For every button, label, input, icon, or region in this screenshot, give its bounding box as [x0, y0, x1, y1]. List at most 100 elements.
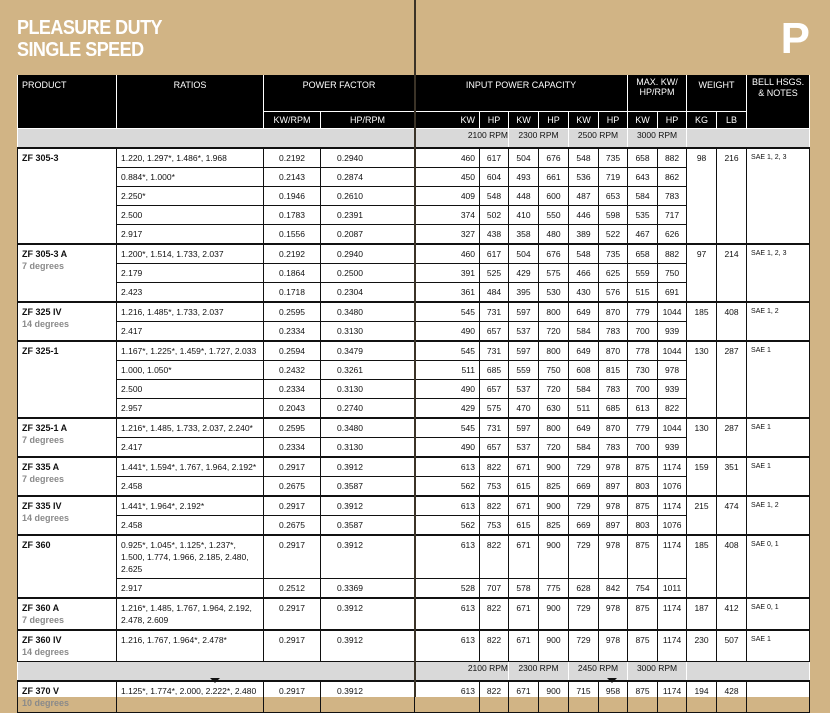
hp-rpm-cell: 0.2304: [320, 282, 415, 303]
max-kw-cell: 613: [627, 398, 659, 419]
input-kw-cell: 430: [568, 282, 599, 303]
input-hp-cell: 676: [538, 147, 569, 168]
input-kw-cell: 429: [508, 263, 539, 283]
input-hp-cell: 800: [538, 340, 569, 361]
weight-lb-cell: 412: [716, 597, 748, 631]
scroll-down-arrow-icon[interactable]: [607, 678, 617, 683]
hp-rpm-cell: 0.3130: [320, 379, 415, 399]
input-kw-cell: 487: [568, 186, 599, 206]
product-name: ZF 360 A: [22, 603, 60, 613]
hp-rpm-cell: 0.2874: [320, 167, 415, 187]
input-hp-cell: 775: [538, 578, 569, 599]
max-hp-cell: 1174: [657, 629, 688, 662]
input-hp-cell: 438: [479, 224, 509, 245]
ratios-cell: 1.200*, 1.514, 1.733, 2.037: [116, 243, 264, 264]
input-kw-cell: 669: [568, 515, 599, 536]
weight-kg-cell: 185: [686, 301, 718, 342]
input-kw-cell: 545: [414, 301, 480, 322]
input-hp-cell: 548: [479, 186, 509, 206]
kw-rpm-cell: 0.2917: [263, 534, 321, 579]
ratios-cell: 2.179: [116, 263, 264, 283]
notes-cell: SAE 1, 2: [746, 495, 811, 536]
input-hp-cell: 630: [538, 398, 569, 419]
weight-kg-cell: 187: [686, 597, 718, 631]
input-kw-cell: 584: [568, 379, 599, 399]
weight-lb-cell: 287: [716, 417, 748, 458]
input-kw-cell: 490: [414, 437, 480, 458]
product-name: ZF 325 IV: [22, 307, 62, 317]
notes-cell: SAE 1: [746, 417, 811, 458]
hp-rpm-cell: 0.2610: [320, 186, 415, 206]
input-hp-cell: 657: [479, 321, 509, 342]
input-kw-cell: 613: [414, 629, 480, 662]
max-hp-cell: 939: [657, 437, 688, 458]
col-hp: HP: [479, 111, 509, 129]
ratios-cell: 2.417: [116, 321, 264, 342]
input-hp-cell: 870: [597, 301, 629, 322]
product-subtitle: 14 degrees: [22, 513, 70, 523]
kw-rpm-cell: 0.2595: [263, 301, 321, 322]
hp-rpm-cell: 0.3130: [320, 437, 415, 458]
kw-rpm-cell: 0.2675: [263, 515, 321, 536]
input-kw-cell: 613: [414, 456, 480, 477]
max-kw-cell: 658: [627, 243, 659, 264]
product-subtitle: 14 degrees: [22, 319, 70, 329]
hp-rpm-cell: 0.2500: [320, 263, 415, 283]
input-kw-cell: 597: [508, 340, 539, 361]
input-kw-cell: 374: [414, 205, 480, 225]
table-row: ZF 360 0.925*, 1.045*, 1.125*, 1.237*, 1.…: [17, 534, 811, 599]
col-max-kw: KW: [627, 111, 659, 129]
page-spine-divider: [414, 0, 416, 697]
kw-rpm-cell: 0.2917: [263, 597, 321, 631]
kw-rpm-cell: 0.1783: [263, 205, 321, 225]
product-name: ZF 335 A: [22, 462, 60, 472]
input-kw-cell: 511: [414, 360, 480, 380]
rpm-spacer: [17, 128, 415, 149]
ratios-cell: 2.458: [116, 476, 264, 497]
table-row: ZF 305-3 1.220, 1.297*, 1.486*, 1.968 0.21…: [17, 147, 811, 245]
input-hp-cell: 600: [538, 186, 569, 206]
input-hp-cell: 625: [597, 263, 629, 283]
input-kw-cell: 410: [508, 205, 539, 225]
product-subtitle: 7 degrees: [22, 435, 65, 445]
input-hp-cell: 825: [538, 515, 569, 536]
col-kg: KG: [686, 111, 718, 129]
input-hp-cell: 576: [597, 282, 629, 303]
input-hp-cell: 720: [538, 437, 569, 458]
rpm-spacer: [686, 128, 811, 149]
ratios-cell: 2.500: [116, 379, 264, 399]
weight-lb-cell: 214: [716, 243, 748, 303]
hp-rpm-cell: 0.3912: [320, 495, 415, 516]
product-cell: ZF 305-3: [17, 147, 117, 245]
input-hp-cell: 822: [479, 629, 509, 662]
input-kw-cell: 450: [414, 167, 480, 187]
max-kw-cell: 643: [627, 167, 659, 187]
notes-cell: SAE 1: [746, 340, 811, 419]
rpm-spacer: [686, 661, 811, 682]
table-row: ZF 360 IV 14 degrees 1.216, 1.767, 1.964*,…: [17, 629, 811, 662]
input-hp-cell: 978: [597, 597, 629, 631]
input-hp-cell: 822: [479, 495, 509, 516]
notes-cell: SAE 1, 2, 3: [746, 147, 811, 245]
input-hp-cell: 783: [597, 437, 629, 458]
ratios-cell: 2.417: [116, 437, 264, 458]
input-hp-cell: 825: [538, 476, 569, 497]
input-kw-cell: 429: [414, 398, 480, 419]
weight-lb-cell: 216: [716, 147, 748, 245]
max-hp-cell: 1011: [657, 578, 688, 599]
input-hp-cell: 978: [597, 629, 629, 662]
max-hp-cell: 1044: [657, 340, 688, 361]
col-product: PRODUCT: [17, 75, 117, 129]
ratios-cell: 1.167*, 1.225*, 1.459*, 1.727, 2.033: [116, 340, 264, 361]
max-kw-cell: 803: [627, 476, 659, 497]
notes-cell: SAE 1: [746, 456, 811, 497]
max-hp-cell: 1076: [657, 515, 688, 536]
weight-kg-cell: 230: [686, 629, 718, 662]
rpm-label: 2100 RPM: [414, 661, 509, 682]
input-hp-cell: 822: [479, 597, 509, 631]
input-kw-cell: 628: [568, 578, 599, 599]
input-kw-cell: 460: [414, 243, 480, 264]
scroll-down-arrow-icon[interactable]: [210, 678, 220, 683]
hp-rpm-cell: 0.3587: [320, 476, 415, 497]
input-hp-cell: 978: [597, 456, 629, 477]
